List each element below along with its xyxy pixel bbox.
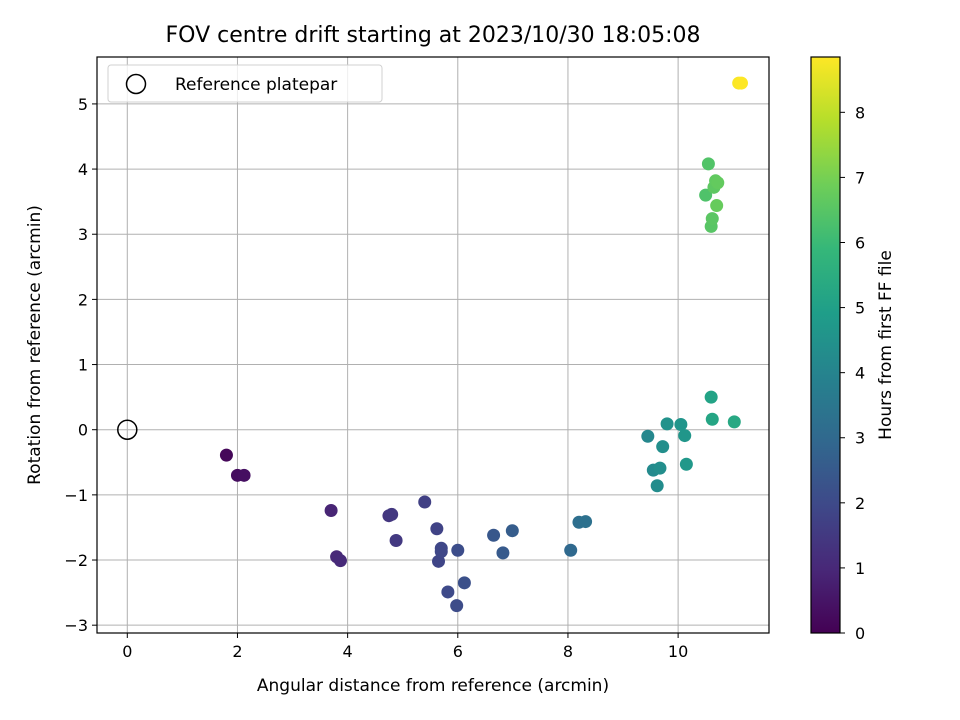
legend-entry: Reference platepar (175, 75, 337, 95)
data-point (727, 415, 741, 429)
y-tick-label: 5 (78, 95, 88, 114)
y-tick-label: 2 (78, 290, 88, 309)
data-point (705, 412, 719, 426)
colorbar-tick-label: 7 (855, 168, 865, 187)
legend: Reference platepar (107, 64, 383, 103)
y-axis-label: Rotation from reference (arcmin) (25, 205, 45, 485)
colorbar-label: Hours from first FF file (876, 250, 896, 440)
data-point (451, 543, 465, 557)
y-tick-label: 0 (78, 421, 88, 440)
colorbar-gradient (811, 57, 840, 633)
colorbar-frame (810, 56, 841, 634)
data-point (678, 429, 692, 443)
data-point (333, 554, 347, 568)
x-tick-label: 6 (453, 642, 463, 661)
colorbar-ticks: 0 1 2 3 4 5 6 7 8 (840, 103, 865, 643)
data-point (324, 504, 338, 518)
plot-frame (96, 56, 770, 634)
x-tick-label: 10 (668, 642, 688, 661)
x-tick-label: 4 (343, 642, 353, 661)
data-point (660, 417, 674, 431)
grid (97, 57, 769, 633)
data-point (704, 390, 718, 404)
data-point (650, 479, 664, 493)
reference-point (117, 419, 138, 440)
y-tick-label: −2 (64, 551, 88, 570)
colorbar: 0 1 2 3 4 5 6 7 8 Hours from first FF file (810, 56, 896, 643)
data-point (434, 545, 448, 559)
data-point (432, 554, 446, 568)
data-point (457, 576, 471, 590)
data-point (710, 199, 724, 213)
reference-layer (117, 419, 138, 440)
data-point (385, 507, 399, 521)
data-point (389, 533, 403, 547)
colorbar-tick-label: 2 (855, 494, 865, 513)
data-point (450, 599, 464, 613)
chart-title: FOV centre drift starting at 2023/10/30 … (166, 23, 701, 48)
data-point (505, 524, 519, 538)
y-tick-label: 3 (78, 225, 88, 244)
y-tick-label: 1 (78, 356, 88, 375)
data-point (219, 448, 233, 462)
legend-marker (125, 73, 147, 95)
x-axis: 0 2 4 6 8 10 (122, 633, 688, 661)
data-point (237, 468, 251, 482)
data-point (641, 429, 655, 443)
x-tick-label: 2 (232, 642, 242, 661)
colorbar-tick-label: 3 (855, 429, 865, 448)
colorbar-tick-label: 5 (855, 299, 865, 318)
colorbar-tick-label: 4 (855, 364, 865, 383)
data-point (430, 522, 444, 536)
x-tick-label: 8 (563, 642, 573, 661)
data-point (656, 440, 670, 454)
colorbar-tick-label: 8 (855, 103, 865, 122)
data-point (711, 176, 725, 190)
data-point (699, 188, 713, 202)
data-point (496, 546, 510, 560)
data-point (487, 528, 501, 542)
y-tick-label: −1 (64, 486, 88, 505)
y-axis: −3 −2 −1 0 1 2 3 4 5 (64, 95, 97, 635)
data-point (701, 157, 715, 171)
data-point (418, 495, 432, 509)
data-point (734, 76, 748, 90)
data-point (679, 457, 693, 471)
data-point (653, 461, 667, 475)
y-tick-label: −3 (64, 616, 88, 635)
points-layer (219, 76, 748, 613)
x-tick-label: 0 (122, 642, 132, 661)
x-axis-label: Angular distance from reference (arcmin) (257, 676, 609, 696)
data-point (441, 585, 455, 599)
data-point (705, 212, 719, 226)
data-point (579, 515, 593, 529)
colorbar-tick-label: 1 (855, 559, 865, 578)
data-point (674, 417, 688, 431)
y-tick-label: 4 (78, 160, 88, 179)
colorbar-tick-label: 6 (855, 233, 865, 252)
colorbar-tick-label: 0 (855, 624, 865, 643)
data-point (564, 543, 578, 557)
legend-box (107, 64, 383, 103)
